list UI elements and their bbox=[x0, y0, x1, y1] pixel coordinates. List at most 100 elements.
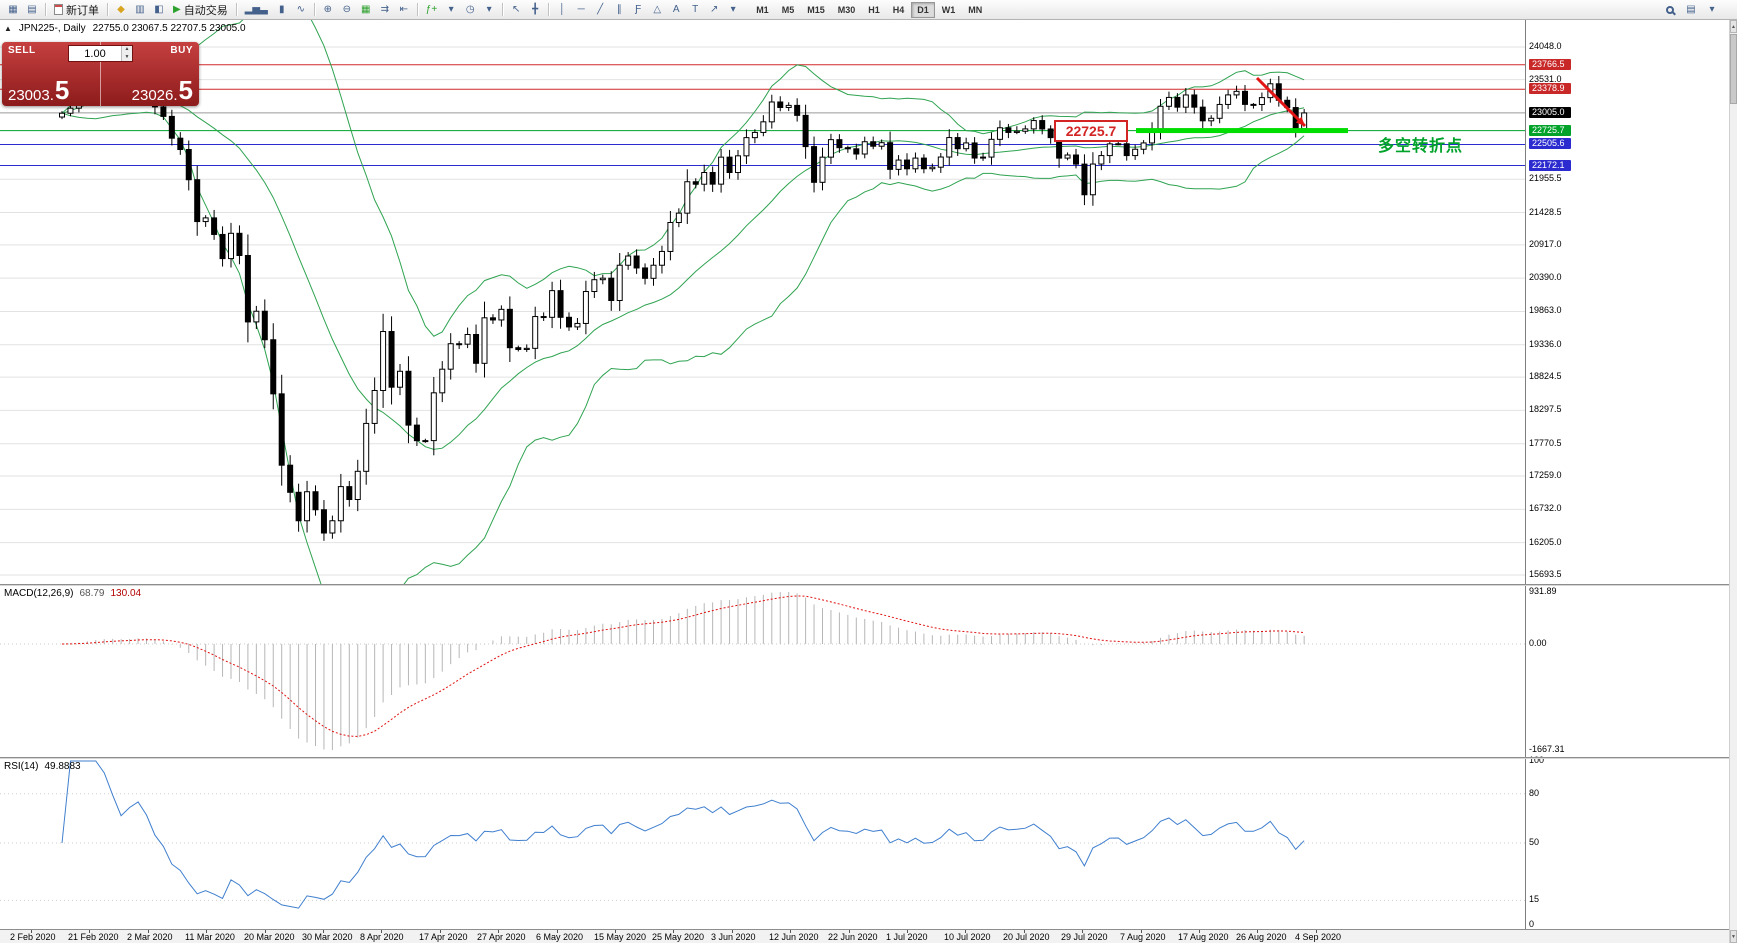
market-watch-icon[interactable]: ▥ bbox=[131, 1, 149, 18]
window-menu-icon: ▾ bbox=[1709, 3, 1715, 15]
sell-price-big-digit: 5 bbox=[54, 75, 70, 106]
rsi-scale-label: 50 bbox=[1529, 837, 1540, 847]
chart-shift-icon[interactable]: ⇤ bbox=[395, 1, 413, 18]
line-chart-icon[interactable]: ∿ bbox=[292, 1, 310, 18]
navigator-icon[interactable]: ◧ bbox=[150, 1, 168, 18]
one-click-toggle-icon[interactable]: ▲ bbox=[4, 24, 12, 33]
timeframe-d1[interactable]: D1 bbox=[911, 1, 935, 18]
macd-pane[interactable]: MACD(12,26,9) 68.79 130.04 bbox=[0, 586, 1525, 757]
channel-icon: ∥ bbox=[616, 3, 622, 15]
indicators-icon[interactable]: ƒ+ bbox=[422, 1, 441, 18]
pane-separator-rsi[interactable] bbox=[0, 757, 1737, 759]
data-window-icon[interactable]: ▤ bbox=[1682, 1, 1700, 18]
price-scale-label: 23531.0 bbox=[1529, 74, 1562, 84]
new-order-button[interactable]: 新订单 bbox=[50, 1, 103, 18]
time-tick bbox=[89, 930, 90, 933]
new-order-icon bbox=[54, 4, 63, 15]
chart-window-icon: ▦ bbox=[8, 3, 18, 15]
bar-chart-icon[interactable]: ▂▅▃ bbox=[241, 1, 272, 18]
zoom-out-icon: ⊖ bbox=[342, 3, 351, 15]
horizontal-line-icon[interactable]: ─ bbox=[572, 1, 590, 18]
price-annotation-box[interactable]: 22725.7 bbox=[1054, 120, 1128, 142]
main-chart-plot[interactable] bbox=[0, 20, 1525, 584]
date-label: 29 Jul 2020 bbox=[1061, 932, 1108, 942]
date-label: 30 Mar 2020 bbox=[302, 932, 353, 942]
tile-windows-icon[interactable]: ▦ bbox=[357, 1, 375, 18]
zoom-in-icon[interactable]: ⊕ bbox=[319, 1, 337, 18]
date-label: 25 May 2020 bbox=[652, 932, 705, 942]
periods-dropdown-icon[interactable]: ▾ bbox=[480, 1, 498, 18]
profiles-icon[interactable]: ▤ bbox=[23, 1, 41, 18]
vertical-scrollbar[interactable]: ▲ ▼ bbox=[1729, 20, 1737, 943]
date-label: 10 Jul 2020 bbox=[944, 932, 991, 942]
time-tick bbox=[1082, 930, 1083, 933]
scroll-up-icon[interactable]: ▲ bbox=[1730, 20, 1737, 33]
date-label: 20 Mar 2020 bbox=[244, 932, 295, 942]
volume-down-icon[interactable]: ▼ bbox=[122, 53, 132, 61]
window-menu-icon[interactable]: ▾ bbox=[1703, 1, 1721, 18]
shapes-icon[interactable]: △ bbox=[648, 1, 666, 18]
periods-icon[interactable]: ◷ bbox=[461, 1, 479, 18]
turning-point-label[interactable]: 多空转折点 bbox=[1378, 138, 1464, 155]
search-icon bbox=[1666, 5, 1674, 14]
timeframe-w1[interactable]: W1 bbox=[941, 4, 956, 15]
time-tick bbox=[557, 930, 558, 933]
date-label: 6 May 2020 bbox=[536, 932, 584, 942]
vertical-line-icon[interactable]: │ bbox=[553, 1, 571, 18]
timeframe-h4[interactable]: H4 bbox=[892, 4, 905, 15]
text-label-icon[interactable]: T bbox=[686, 1, 704, 18]
main-chart-pane[interactable]: ▲ JPN225-, Daily 22755.0 23067.5 22707.5… bbox=[0, 20, 1525, 584]
timeframe-mn[interactable]: MN bbox=[968, 4, 983, 15]
volume-spinner: ▲ ▼ bbox=[121, 46, 132, 61]
metaeditor-icon[interactable]: ◆ bbox=[112, 1, 130, 18]
timeframe-m15[interactable]: M15 bbox=[807, 4, 825, 15]
time-tick bbox=[732, 930, 733, 933]
crosshair-icon[interactable]: ╋ bbox=[526, 1, 544, 18]
macd-value: 68.79 bbox=[79, 588, 105, 599]
cursor-icon: ↖ bbox=[511, 3, 521, 15]
timeframe-group: M1 M5 M15 M30 H1 H4 D1 W1 MN bbox=[750, 1, 988, 18]
candlestick-icon[interactable]: ▮ bbox=[273, 1, 291, 18]
rsi-scale-label: 15 bbox=[1529, 894, 1540, 904]
price-scale-label: 17770.5 bbox=[1529, 438, 1562, 448]
price-scale[interactable]: 24048.0 23531.0 21955.5 21428.5 20917.0 20390… bbox=[1525, 20, 1729, 929]
timeframe-m30[interactable]: M30 bbox=[837, 4, 856, 15]
fibonacci-icon[interactable]: Ƒ bbox=[629, 1, 647, 18]
buy-price-main: 23026. bbox=[131, 86, 178, 104]
channel-icon[interactable]: ∥ bbox=[610, 1, 628, 18]
autotrading-button[interactable]: ▶ 自动交易 bbox=[169, 1, 232, 18]
rsi-pane[interactable]: RSI(14) 49.8883 bbox=[0, 759, 1525, 929]
auto-scroll-icon[interactable]: ⇉ bbox=[376, 1, 394, 18]
volume-up-icon[interactable]: ▲ bbox=[122, 46, 132, 54]
date-label: 21 Feb 2020 bbox=[68, 932, 119, 942]
macd-plot[interactable] bbox=[0, 586, 1525, 757]
volume-input[interactable] bbox=[69, 46, 121, 61]
time-tick bbox=[148, 930, 149, 933]
time-axis[interactable]: 2 Feb 2020 21 Feb 2020 2 Mar 2020 11 Mar 20… bbox=[0, 929, 1737, 943]
trendline-icon[interactable]: ╱ bbox=[591, 1, 609, 18]
toolbar-separator bbox=[548, 3, 550, 16]
timeframe-m1[interactable]: M1 bbox=[756, 4, 769, 15]
time-tick bbox=[265, 930, 266, 933]
chart-shift-icon: ⇤ bbox=[399, 3, 408, 15]
indicators-dropdown-icon[interactable]: ▾ bbox=[442, 1, 460, 18]
chart-window-icon[interactable]: ▦ bbox=[4, 1, 22, 18]
objects-dropdown-icon[interactable]: ▾ bbox=[724, 1, 742, 18]
price-scale-label: 17259.0 bbox=[1529, 470, 1562, 480]
cursor-icon[interactable]: ↖ bbox=[507, 1, 525, 18]
search-icon[interactable] bbox=[1661, 1, 1679, 18]
scrollbar-thumb[interactable] bbox=[1730, 34, 1737, 104]
rsi-plot[interactable] bbox=[0, 759, 1525, 929]
scroll-down-icon[interactable]: ▼ bbox=[1730, 930, 1737, 943]
rsi-scale-label: 80 bbox=[1529, 788, 1540, 798]
text-icon[interactable]: A bbox=[667, 1, 685, 18]
timeframe-h1[interactable]: H1 bbox=[868, 4, 880, 15]
zoom-out-icon[interactable]: ⊖ bbox=[338, 1, 356, 18]
arrow-tools-icon[interactable]: ↗ bbox=[705, 1, 723, 18]
metaeditor-icon: ◆ bbox=[117, 3, 125, 15]
timeframe-m5[interactable]: M5 bbox=[781, 4, 795, 15]
time-tick bbox=[31, 930, 32, 933]
candlestick-icon: ▮ bbox=[279, 3, 285, 15]
pane-separator-macd[interactable] bbox=[0, 584, 1737, 586]
rsi-value: 49.8883 bbox=[44, 761, 81, 772]
